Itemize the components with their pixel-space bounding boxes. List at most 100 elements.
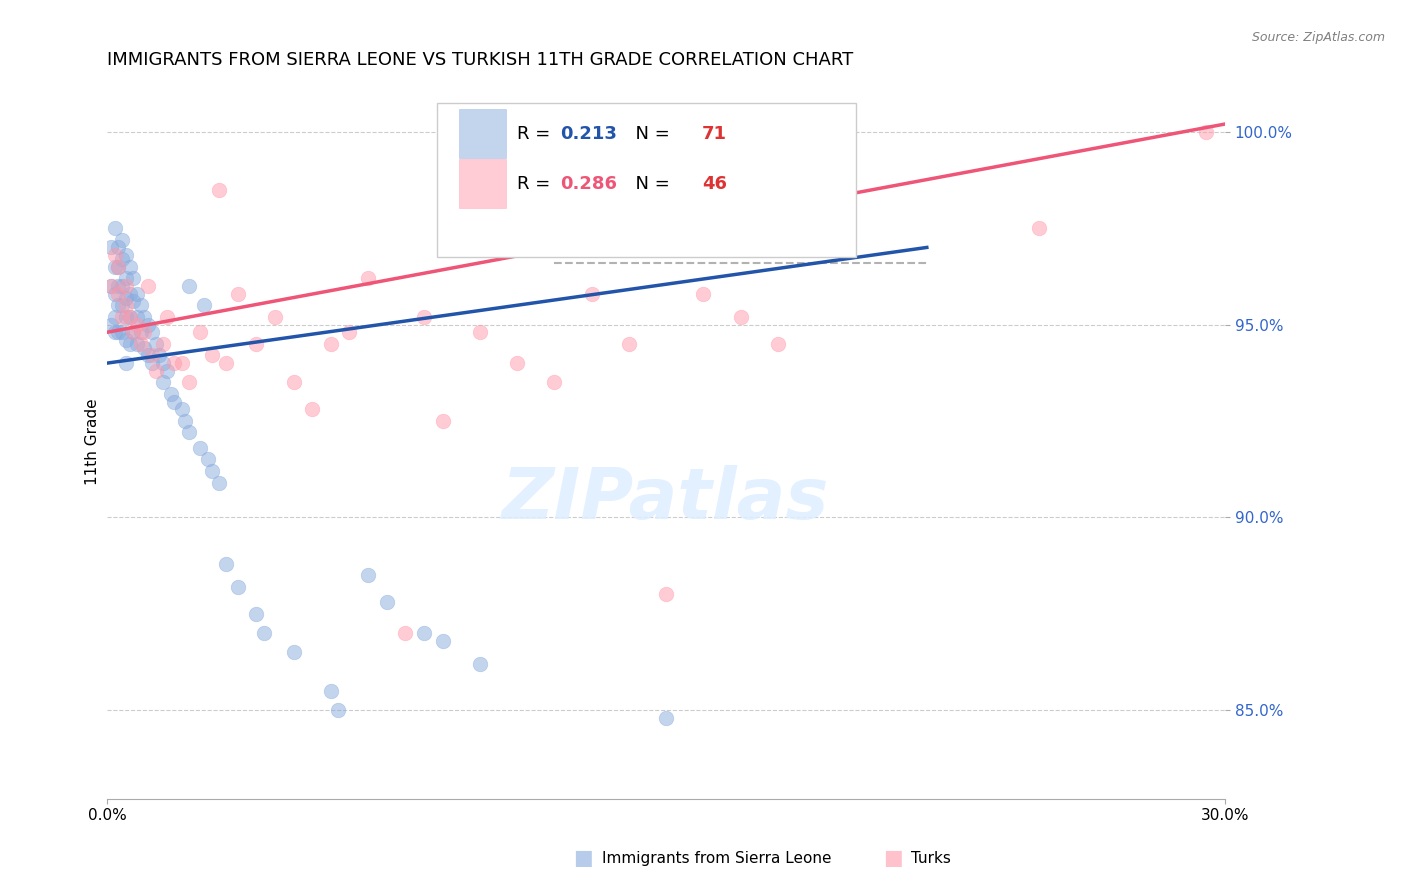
Point bbox=[115, 271, 138, 285]
Point bbox=[125, 336, 148, 351]
Point bbox=[193, 298, 215, 312]
Point bbox=[118, 310, 141, 324]
Point bbox=[301, 402, 323, 417]
Text: ■: ■ bbox=[574, 848, 593, 868]
Point bbox=[506, 356, 529, 370]
Point bbox=[245, 336, 267, 351]
Text: Immigrants from Sierra Leone: Immigrants from Sierra Leone bbox=[602, 851, 831, 865]
Point bbox=[118, 260, 141, 274]
Point bbox=[145, 336, 167, 351]
Point bbox=[100, 279, 122, 293]
Text: R =: R = bbox=[517, 175, 557, 193]
Point bbox=[104, 286, 127, 301]
Point bbox=[200, 464, 222, 478]
Point bbox=[115, 279, 138, 293]
Point bbox=[170, 356, 193, 370]
Point bbox=[136, 348, 159, 362]
Point bbox=[125, 310, 148, 324]
Point bbox=[156, 310, 179, 324]
Point bbox=[357, 568, 380, 582]
Point bbox=[104, 221, 127, 235]
Y-axis label: 11th Grade: 11th Grade bbox=[86, 399, 100, 485]
Point bbox=[122, 325, 145, 339]
Point bbox=[104, 325, 127, 339]
Point bbox=[111, 298, 134, 312]
Point bbox=[226, 286, 249, 301]
Point bbox=[152, 356, 174, 370]
FancyBboxPatch shape bbox=[460, 159, 506, 208]
Point bbox=[179, 425, 201, 440]
Point bbox=[134, 310, 156, 324]
Point bbox=[145, 364, 167, 378]
Point bbox=[111, 310, 134, 324]
Point bbox=[107, 325, 129, 339]
Text: 71: 71 bbox=[702, 125, 727, 143]
Point bbox=[129, 336, 152, 351]
Point bbox=[152, 376, 174, 390]
Point bbox=[174, 414, 197, 428]
Point bbox=[215, 557, 238, 571]
Point bbox=[543, 376, 565, 390]
Point bbox=[200, 348, 222, 362]
Point bbox=[319, 336, 342, 351]
Point bbox=[208, 475, 231, 490]
Point bbox=[100, 318, 122, 332]
Point bbox=[104, 248, 127, 262]
Point bbox=[118, 310, 141, 324]
Point bbox=[468, 657, 491, 671]
Point bbox=[264, 310, 287, 324]
Point bbox=[141, 356, 163, 370]
Point bbox=[115, 356, 138, 370]
Point bbox=[141, 348, 163, 362]
Point bbox=[730, 310, 752, 324]
Point bbox=[107, 260, 129, 274]
Point bbox=[197, 452, 219, 467]
Text: Turks: Turks bbox=[911, 851, 950, 865]
Text: ZIPatlas: ZIPatlas bbox=[502, 465, 830, 533]
Point bbox=[339, 325, 361, 339]
Point bbox=[136, 279, 159, 293]
Point bbox=[107, 260, 129, 274]
Point bbox=[179, 279, 201, 293]
Point bbox=[111, 325, 134, 339]
Point bbox=[115, 310, 138, 324]
Point bbox=[107, 298, 129, 312]
Point bbox=[412, 626, 434, 640]
Point bbox=[152, 336, 174, 351]
Point bbox=[115, 298, 138, 312]
FancyBboxPatch shape bbox=[437, 103, 856, 257]
Text: 46: 46 bbox=[702, 175, 727, 193]
Point bbox=[581, 286, 603, 301]
Point bbox=[115, 333, 138, 347]
Point bbox=[394, 626, 416, 640]
Point bbox=[692, 286, 714, 301]
Point bbox=[319, 683, 342, 698]
Text: Source: ZipAtlas.com: Source: ZipAtlas.com bbox=[1251, 31, 1385, 45]
Point bbox=[122, 325, 145, 339]
Point bbox=[1028, 221, 1050, 235]
Point bbox=[111, 279, 134, 293]
Point bbox=[766, 336, 789, 351]
Point bbox=[129, 325, 152, 339]
Point bbox=[136, 318, 159, 332]
Point bbox=[156, 364, 179, 378]
Point bbox=[107, 240, 129, 254]
Point bbox=[617, 336, 640, 351]
Point bbox=[107, 286, 129, 301]
Point bbox=[111, 252, 134, 266]
Point bbox=[118, 286, 141, 301]
Text: 0.286: 0.286 bbox=[560, 175, 617, 193]
Point bbox=[226, 580, 249, 594]
Point bbox=[107, 279, 129, 293]
Text: 0.213: 0.213 bbox=[560, 125, 617, 143]
Point bbox=[357, 271, 380, 285]
Point bbox=[432, 633, 454, 648]
Point bbox=[283, 376, 305, 390]
Point bbox=[1195, 125, 1218, 139]
Point bbox=[170, 402, 193, 417]
Text: R =: R = bbox=[517, 125, 557, 143]
Point bbox=[115, 248, 138, 262]
Text: N =: N = bbox=[624, 175, 675, 193]
Point bbox=[104, 260, 127, 274]
Point bbox=[253, 626, 276, 640]
